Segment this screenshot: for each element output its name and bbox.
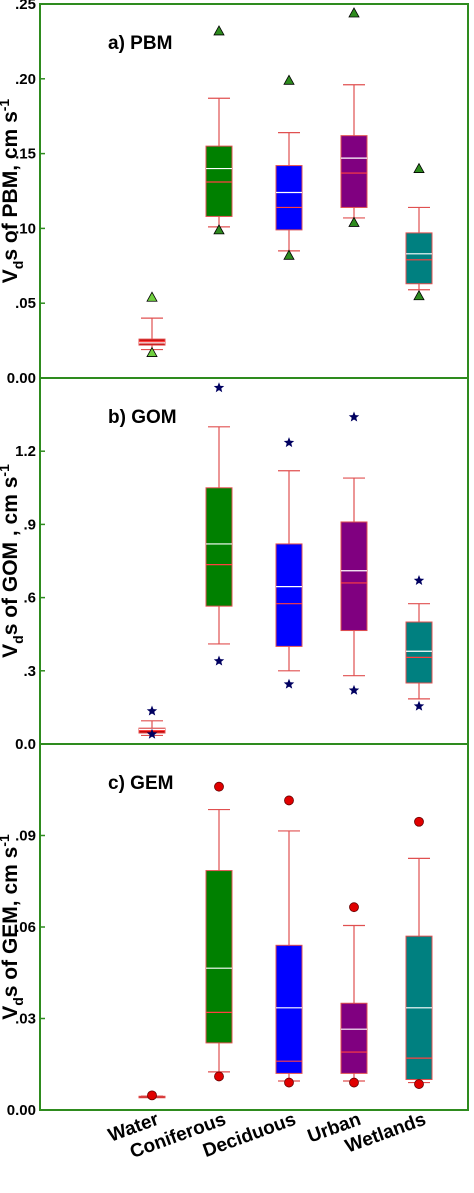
- y-tick-label: .10: [15, 220, 36, 237]
- box-wetlands: [405, 575, 433, 711]
- box-deciduous: [275, 437, 303, 689]
- outlier-circle: [284, 795, 294, 806]
- box-wetlands: [405, 162, 433, 301]
- y-axis-label-superscript: -1: [0, 834, 12, 847]
- y-axis-label-main: V: [0, 644, 22, 658]
- box-water: [138, 1090, 166, 1101]
- y-tick-label: .9: [23, 516, 36, 533]
- outlier-star: [213, 382, 225, 393]
- outlier-circle: [147, 1090, 157, 1101]
- y-tick-label: .09: [15, 828, 36, 845]
- outlier-triangle: [348, 7, 360, 18]
- y-axis-label-superscript: -1: [0, 99, 12, 112]
- box-coniferous: [205, 25, 233, 235]
- box-iqr: [405, 621, 433, 684]
- box-coniferous: [205, 781, 233, 1082]
- outlier-star: [213, 655, 225, 666]
- box-iqr: [275, 165, 303, 231]
- panel-title: a) PBM: [108, 33, 172, 54]
- outlier-circle: [349, 1077, 359, 1088]
- y-axis-label-subscript: d: [10, 261, 26, 270]
- box-water: [138, 705, 166, 739]
- box-iqr: [405, 232, 433, 285]
- box-wetlands: [405, 816, 433, 1089]
- y-tick-label: .20: [15, 71, 36, 88]
- outlier-star: [283, 437, 295, 448]
- box-iqr: [138, 338, 166, 346]
- y-tick-label: .6: [23, 590, 36, 607]
- outlier-circle: [214, 781, 224, 792]
- box-deciduous: [275, 74, 303, 260]
- y-axis-label-subscript: d: [10, 635, 26, 644]
- outlier-circle: [349, 902, 359, 913]
- outlier-triangle: [283, 74, 295, 85]
- y-axis-label-main: V: [0, 1006, 22, 1020]
- panel-a-pbm: 0.00 .05 .10 .15 .20 .25 a) PBM Vds of PBM, cm …: [0, 0, 469, 387]
- outlier-circle: [284, 1077, 294, 1088]
- box-deciduous: [275, 795, 303, 1088]
- panel-title: c) GEM: [108, 773, 173, 794]
- y-tick-label: 1.2: [15, 443, 36, 460]
- outlier-star: [348, 684, 360, 695]
- outlier-triangle: [413, 289, 425, 301]
- y-axis-label-superscript: -1: [0, 464, 12, 477]
- y-tick-label: .25: [15, 0, 36, 13]
- y-tick-label: .03: [15, 1011, 36, 1028]
- y-tick-label: .06: [15, 919, 36, 936]
- y-axis-label-subscript: d: [10, 997, 26, 1006]
- y-axis-label-text: s of GEM, cm s: [0, 847, 22, 998]
- panel-c-gem: 0.00 .03 .06 .09 c) GEM Vds of GEM, cm s-1: [0, 743, 469, 1119]
- outlier-triangle: [146, 291, 158, 302]
- outlier-star: [283, 678, 295, 689]
- box-iqr: [205, 487, 233, 607]
- outlier-triangle: [348, 216, 360, 227]
- box-urban: [340, 902, 368, 1088]
- outlier-circle: [414, 816, 424, 827]
- panel-b-gom: 0.0 .3 .6 .9 1.2 b) GOM Vds of GOM , cm s-1: [0, 377, 469, 753]
- y-axis-label-text: s of PBM, cm s: [0, 111, 22, 260]
- box-iqr: [340, 1002, 368, 1074]
- box-iqr: [340, 135, 368, 208]
- y-axis-label: Vds of PBM, cm s-1: [0, 99, 26, 284]
- box-water: [138, 291, 166, 357]
- outlier-triangle: [213, 224, 225, 235]
- y-axis-label: Vds of GEM, cm s-1: [0, 834, 26, 1020]
- panel-title: b) GOM: [108, 407, 177, 428]
- y-tick-label: .15: [15, 146, 36, 163]
- box-iqr: [275, 944, 303, 1074]
- outlier-star: [413, 700, 425, 711]
- outlier-triangle: [213, 25, 225, 36]
- outlier-star: [413, 575, 425, 585]
- outlier-circle: [414, 1079, 424, 1089]
- outlier-star: [348, 411, 360, 422]
- box-urban: [340, 7, 368, 227]
- outlier-star: [146, 728, 158, 739]
- box-iqr: [340, 521, 368, 632]
- outlier-star: [146, 705, 158, 716]
- box-iqr: [205, 870, 233, 1044]
- y-tick-label: 0.00: [7, 370, 36, 387]
- outlier-triangle: [146, 346, 158, 357]
- panel-frame: [39, 377, 469, 745]
- box-coniferous: [205, 382, 233, 666]
- outlier-triangle: [283, 249, 295, 260]
- panel-frame: [39, 743, 469, 1111]
- y-tick-label: .05: [15, 295, 36, 312]
- outlier-circle: [214, 1071, 224, 1082]
- box-iqr: [275, 543, 303, 647]
- y-axis-label-text: s of GOM , cm s: [0, 477, 22, 636]
- box-iqr: [205, 145, 233, 217]
- panel-frame: [39, 3, 469, 379]
- y-tick-label: 0.0: [15, 736, 36, 753]
- y-axis-label-main: V: [0, 269, 22, 283]
- y-tick-label: .3: [23, 663, 36, 680]
- y-tick-label: 0.00: [7, 1102, 36, 1119]
- outlier-triangle: [413, 162, 425, 173]
- y-axis-label: Vds of GOM , cm s-1: [0, 464, 26, 658]
- box-urban: [340, 411, 368, 695]
